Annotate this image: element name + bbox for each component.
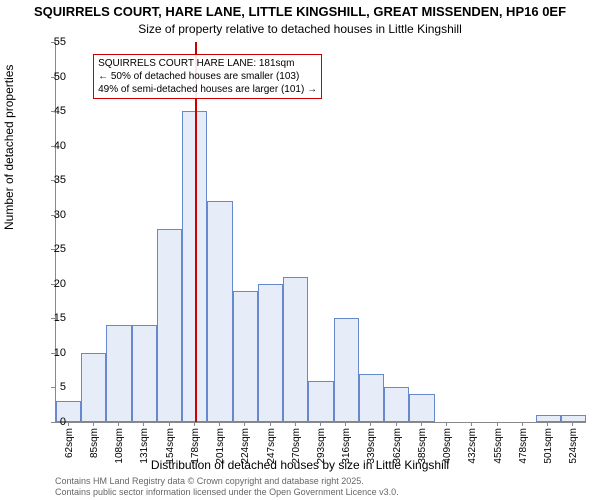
histogram-bar (81, 353, 106, 422)
footer-line1: Contains HM Land Registry data © Crown c… (55, 476, 399, 487)
histogram-bar (258, 284, 283, 422)
histogram-bar (334, 318, 359, 422)
ytick-mark (51, 77, 55, 78)
ytick-label: 5 (60, 381, 66, 393)
xtick-mark (547, 422, 548, 426)
x-axis-label: Distribution of detached houses by size … (0, 458, 600, 472)
ytick-mark (51, 387, 55, 388)
xtick-mark (295, 422, 296, 426)
ytick-label: 20 (54, 278, 66, 290)
histogram-bar (283, 277, 308, 422)
ytick-mark (51, 318, 55, 319)
xtick-mark (93, 422, 94, 426)
chart-title-line2: Size of property relative to detached ho… (0, 22, 600, 36)
histogram-bar (536, 415, 561, 422)
position-marker-line (195, 42, 197, 422)
ytick-label: 25 (54, 243, 66, 255)
annotation-line1: SQUIRRELS COURT HARE LANE: 181sqm (98, 57, 317, 70)
histogram-bar (132, 325, 157, 422)
xtick-mark (219, 422, 220, 426)
xtick-mark (345, 422, 346, 426)
annotation-box: SQUIRRELS COURT HARE LANE: 181sqm← 50% o… (93, 54, 322, 99)
y-axis-label: Number of detached properties (2, 65, 16, 230)
footer-line2: Contains public sector information licen… (55, 487, 399, 498)
ytick-mark (51, 353, 55, 354)
histogram-bar (359, 374, 384, 422)
annotation-line2: ← 50% of detached houses are smaller (10… (98, 70, 317, 83)
xtick-mark (421, 422, 422, 426)
ytick-label: 50 (54, 71, 66, 83)
xtick-mark (572, 422, 573, 426)
ytick-mark (51, 422, 55, 423)
ytick-label: 10 (54, 347, 66, 359)
ytick-label: 0 (60, 416, 66, 428)
histogram-bar (233, 291, 258, 422)
histogram-bar (106, 325, 131, 422)
ytick-mark (51, 249, 55, 250)
histogram-bar (384, 387, 409, 422)
xtick-mark (244, 422, 245, 426)
plot-area: SQUIRRELS COURT HARE LANE: 181sqm← 50% o… (55, 42, 586, 423)
xtick-label: 62sqm (64, 428, 75, 458)
annotation-line3: 49% of semi-detached houses are larger (… (98, 83, 317, 96)
histogram-bar (207, 201, 232, 422)
ytick-mark (51, 284, 55, 285)
xtick-mark (194, 422, 195, 426)
ytick-mark (51, 146, 55, 147)
xtick-mark (446, 422, 447, 426)
xtick-mark (396, 422, 397, 426)
footer-attribution: Contains HM Land Registry data © Crown c… (55, 476, 399, 498)
xtick-mark (370, 422, 371, 426)
ytick-mark (51, 42, 55, 43)
chart-title-line1: SQUIRRELS COURT, HARE LANE, LITTLE KINGS… (0, 4, 600, 19)
ytick-label: 45 (54, 105, 66, 117)
ytick-mark (51, 215, 55, 216)
ytick-label: 35 (54, 174, 66, 186)
ytick-label: 40 (54, 140, 66, 152)
histogram-bar (157, 229, 182, 422)
xtick-mark (270, 422, 271, 426)
histogram-bar (561, 415, 586, 422)
ytick-mark (51, 111, 55, 112)
xtick-mark (471, 422, 472, 426)
histogram-bar (308, 381, 333, 422)
xtick-mark (497, 422, 498, 426)
xtick-mark (143, 422, 144, 426)
xtick-label: 85sqm (89, 428, 100, 458)
xtick-mark (118, 422, 119, 426)
ytick-label: 15 (54, 312, 66, 324)
xtick-mark (522, 422, 523, 426)
ytick-mark (51, 180, 55, 181)
xtick-mark (169, 422, 170, 426)
ytick-label: 30 (54, 209, 66, 221)
xtick-mark (68, 422, 69, 426)
xtick-mark (320, 422, 321, 426)
ytick-label: 55 (54, 36, 66, 48)
histogram-bar (409, 394, 434, 422)
